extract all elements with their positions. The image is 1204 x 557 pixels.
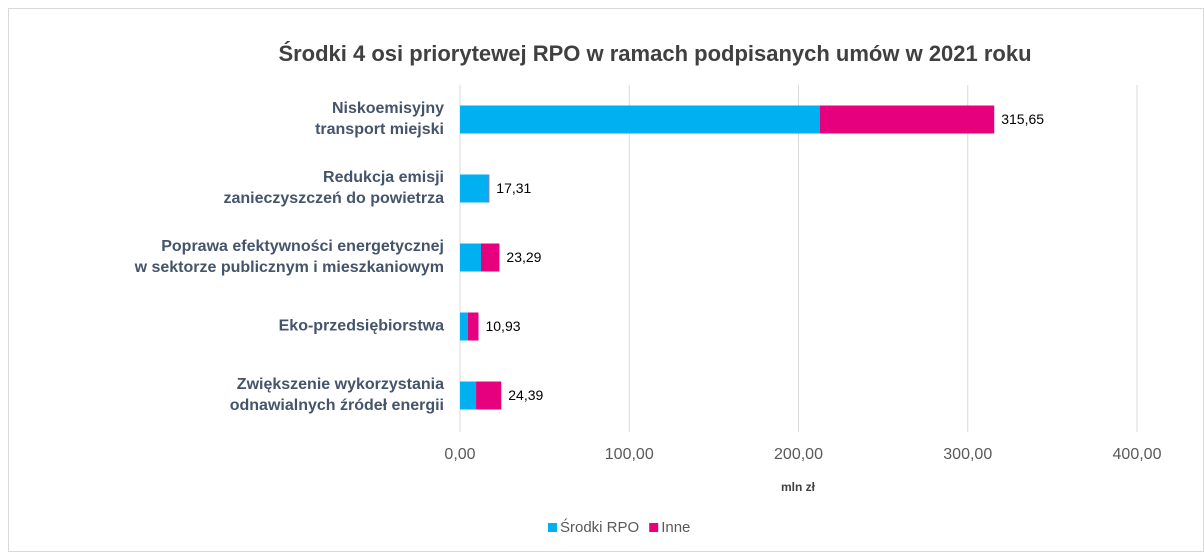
total-label: 17,31 <box>496 180 531 196</box>
bar-segment <box>467 312 479 341</box>
chart-title: Środki 4 osi priorytewej RPO w ramach po… <box>278 41 1031 66</box>
y-tick-label: w sektorze publicznym i mieszkaniowym <box>134 259 444 276</box>
x-axis-title: mln zł <box>781 480 816 494</box>
bar-segment <box>488 174 490 203</box>
x-tick-label: 200,00 <box>774 446 823 463</box>
y-tick-label: zanieczyszczeń do powietrza <box>223 190 444 207</box>
y-tick-label: Poprawa efektywności energetycznej <box>161 238 444 255</box>
y-tick-label: Niskoemisyjny <box>332 100 444 117</box>
legend-label: Środki RPO <box>560 518 639 536</box>
x-tick-label: 0,00 <box>444 446 475 463</box>
bar-segment <box>480 243 500 272</box>
bar-segment <box>460 381 477 410</box>
y-tick-label: Eko-przedsiębiorstwa <box>279 318 444 335</box>
bar-segment <box>476 381 502 410</box>
y-tick-label: Zwiększenie wykorzystania <box>237 376 444 393</box>
total-label: 24,39 <box>508 387 543 403</box>
bar-segment <box>460 105 820 134</box>
bar-segment <box>460 243 481 272</box>
chart-frame <box>8 8 1204 552</box>
bar-segment <box>819 105 995 134</box>
legend-label: Inne <box>661 519 690 536</box>
total-label: 23,29 <box>506 249 541 265</box>
y-tick-label: transport miejski <box>315 121 444 138</box>
y-tick-label: Redukcja emisji <box>323 169 444 186</box>
legend-swatch <box>649 523 659 532</box>
x-tick-label: 400,00 <box>1113 446 1162 463</box>
x-tick-label: 300,00 <box>943 446 992 463</box>
total-label: 10,93 <box>485 318 520 334</box>
legend-swatch <box>548 523 557 532</box>
y-tick-label: odnawialnych źródeł energii <box>230 397 444 414</box>
total-label: 315,65 <box>1001 111 1044 127</box>
bar-segment <box>460 174 489 203</box>
x-tick-label: 100,00 <box>605 446 654 463</box>
bar-segment <box>460 312 468 341</box>
